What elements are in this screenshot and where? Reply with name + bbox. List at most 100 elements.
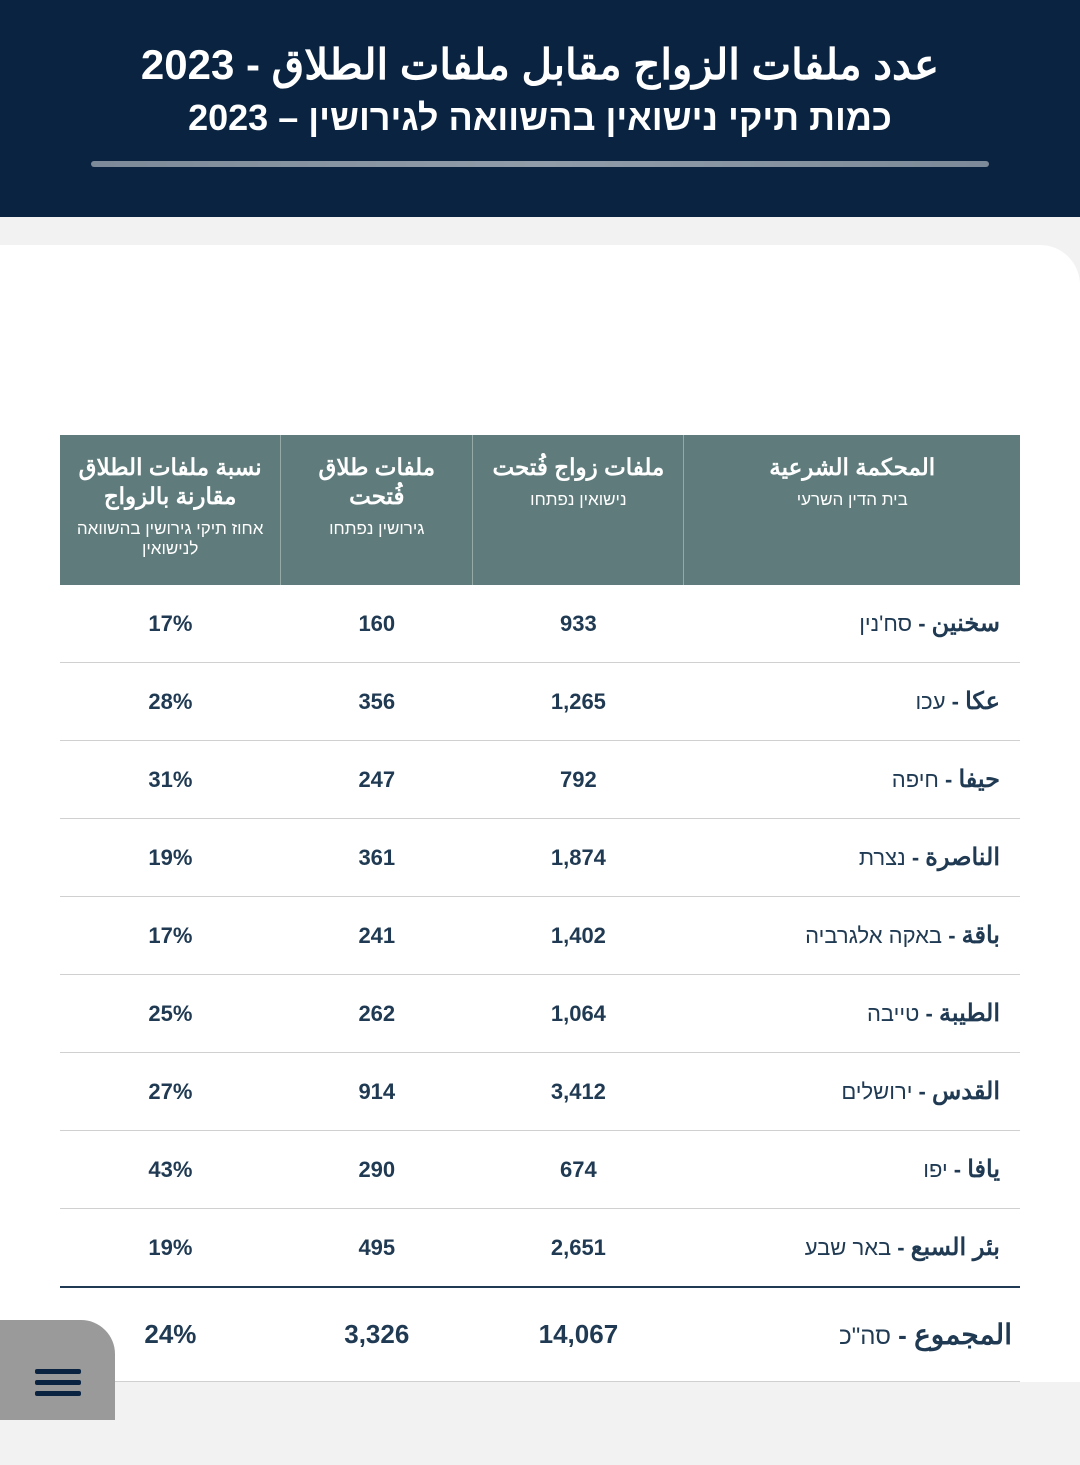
separator: - — [948, 1157, 968, 1182]
table-row: 28%3561,265عكا - עכו — [60, 663, 1020, 741]
cell-marriage: 1,265 — [473, 663, 684, 741]
cell-divorce: 262 — [281, 975, 473, 1053]
col-header-court: المحكمة الشرعية בית הדין השרעי — [684, 435, 1020, 585]
col-header-main: ملفات طلاق فُتحت — [291, 453, 462, 511]
cell-percent: 17% — [60, 897, 281, 975]
cell-court: يافا - יפו — [684, 1131, 1020, 1209]
cell-divorce: 290 — [281, 1131, 473, 1209]
col-header-marriage: ملفات زواج فُتحت נישואין נפתחו — [473, 435, 684, 585]
court-arabic: عكا — [965, 688, 1000, 715]
court-hebrew: חיפה — [892, 767, 939, 792]
cell-court: بئر السبع - באר שבע — [684, 1209, 1020, 1288]
court-arabic: حيفا — [958, 766, 1000, 793]
separator: - — [939, 767, 959, 792]
cell-marriage: 1,064 — [473, 975, 684, 1053]
cell-divorce: 241 — [281, 897, 473, 975]
cell-percent: 31% — [60, 741, 281, 819]
cell-court: حيفا - חיפה — [684, 741, 1020, 819]
col-header-divorce: ملفات طلاق فُتحت גירושין נפתחו — [281, 435, 473, 585]
separator: - — [946, 689, 966, 714]
table-total-row: 24%3,32614,067المجموع - סה"כ — [60, 1287, 1020, 1382]
title-accent — [91, 161, 989, 167]
court-arabic: الطيبة — [939, 1000, 1000, 1027]
header-banner: عدد ملفات الزواج مقابل ملفات الطلاق - 20… — [0, 0, 1080, 217]
cell-percent: 28% — [60, 663, 281, 741]
col-header-sub: בית הדין השרעי — [694, 490, 1010, 510]
cell-marriage: 674 — [473, 1131, 684, 1209]
separator: - — [891, 1320, 914, 1350]
court-arabic: سخنين — [932, 610, 1000, 637]
separator: - — [906, 845, 926, 870]
court-arabic: باقة — [962, 922, 1000, 949]
court-hebrew: טייבה — [867, 1001, 919, 1026]
col-header-main: نسبة ملفات الطلاق مقارنة بالزواج — [70, 453, 270, 511]
court-arabic: بئر السبع — [911, 1234, 1000, 1261]
separator: - — [912, 611, 932, 636]
cell-percent: 19% — [60, 1209, 281, 1288]
cell-divorce: 247 — [281, 741, 473, 819]
separator: - — [912, 1079, 932, 1104]
col-header-sub: גירושין נפתחו — [291, 519, 462, 539]
table-head: نسبة ملفات الطلاق مقارنة بالزواج אחוז תי… — [60, 435, 1020, 585]
table-row: 31%247792حيفا - חיפה — [60, 741, 1020, 819]
cell-marriage: 792 — [473, 741, 684, 819]
separator: - — [919, 1001, 939, 1026]
table-row: 25%2621,064الطيبة - טייבה — [60, 975, 1020, 1053]
court-arabic: القدس — [932, 1078, 1000, 1105]
cell-court: عكا - עכו — [684, 663, 1020, 741]
cell-percent: 25% — [60, 975, 281, 1053]
cell-marriage: 1,402 — [473, 897, 684, 975]
cell-percent: 27% — [60, 1053, 281, 1131]
table-row: 43%290674يافا - יפו — [60, 1131, 1020, 1209]
cell-court: سخنين - סח'נין — [684, 585, 1020, 663]
court-arabic: الناصرة — [925, 844, 1000, 871]
court-hebrew: ירושלים — [841, 1079, 912, 1104]
cell-divorce: 356 — [281, 663, 473, 741]
court-hebrew: סח'נין — [859, 611, 912, 636]
col-header-main: المحكمة الشرعية — [694, 453, 1010, 482]
menu-tab[interactable] — [0, 1320, 115, 1420]
content-area: نسبة ملفات الطلاق مقارنة بالزواج אחוז תי… — [0, 245, 1080, 1382]
cell-percent: 43% — [60, 1131, 281, 1209]
court-hebrew: נצרת — [859, 845, 906, 870]
cell-divorce: 361 — [281, 819, 473, 897]
table-row: 17%2411,402باقة - באקה אלגרביה — [60, 897, 1020, 975]
col-header-sub: אחוז תיקי גירושין בהשוואה לנישואין — [70, 519, 270, 560]
cell-divorce: 495 — [281, 1209, 473, 1288]
cell-marriage: 2,651 — [473, 1209, 684, 1288]
cell-court: المجموع - סה"כ — [684, 1287, 1020, 1382]
court-arabic: يافا — [967, 1156, 1000, 1183]
cell-marriage: 3,412 — [473, 1053, 684, 1131]
data-table: نسبة ملفات الطلاق مقارنة بالزواج אחוז תי… — [60, 435, 1020, 1382]
title-hebrew: כמות תיקי נישואין בהשוואה לגירושין – 202… — [30, 97, 1050, 139]
col-header-percent: نسبة ملفات الطلاق مقارنة بالزواج אחוז תי… — [60, 435, 281, 585]
separator: - — [891, 1235, 911, 1260]
cell-court: القدس - ירושלים — [684, 1053, 1020, 1131]
cell-marriage: 14,067 — [473, 1287, 684, 1382]
cell-percent: 19% — [60, 819, 281, 897]
court-hebrew: באקה אלגרביה — [805, 923, 942, 948]
cell-percent: 17% — [60, 585, 281, 663]
court-arabic: المجموع — [914, 1319, 1012, 1350]
separator: - — [942, 923, 962, 948]
title-arabic: عدد ملفات الزواج مقابل ملفات الطلاق - 20… — [30, 40, 1050, 89]
col-header-sub: נישואין נפתחו — [483, 490, 673, 510]
hamburger-icon — [35, 1363, 81, 1402]
table-row: 19%3611,874الناصرة - נצרת — [60, 819, 1020, 897]
court-hebrew: עכו — [915, 689, 945, 714]
cell-court: الطيبة - טייבה — [684, 975, 1020, 1053]
cell-divorce: 160 — [281, 585, 473, 663]
cell-divorce: 914 — [281, 1053, 473, 1131]
cell-court: باقة - באקה אלגרביה — [684, 897, 1020, 975]
cell-court: الناصرة - נצרת — [684, 819, 1020, 897]
table-row: 27%9143,412القدس - ירושלים — [60, 1053, 1020, 1131]
cell-marriage: 933 — [473, 585, 684, 663]
court-hebrew: באר שבע — [805, 1235, 891, 1260]
court-hebrew: יפו — [923, 1157, 947, 1182]
table-row: 17%160933سخنين - סח'נין — [60, 585, 1020, 663]
table-row: 19%4952,651بئر السبع - באר שבע — [60, 1209, 1020, 1288]
cell-marriage: 1,874 — [473, 819, 684, 897]
col-header-main: ملفات زواج فُتحت — [483, 453, 673, 482]
cell-divorce: 3,326 — [281, 1287, 473, 1382]
table-body: 17%160933سخنين - סח'נין28%3561,265عكا - … — [60, 585, 1020, 1382]
